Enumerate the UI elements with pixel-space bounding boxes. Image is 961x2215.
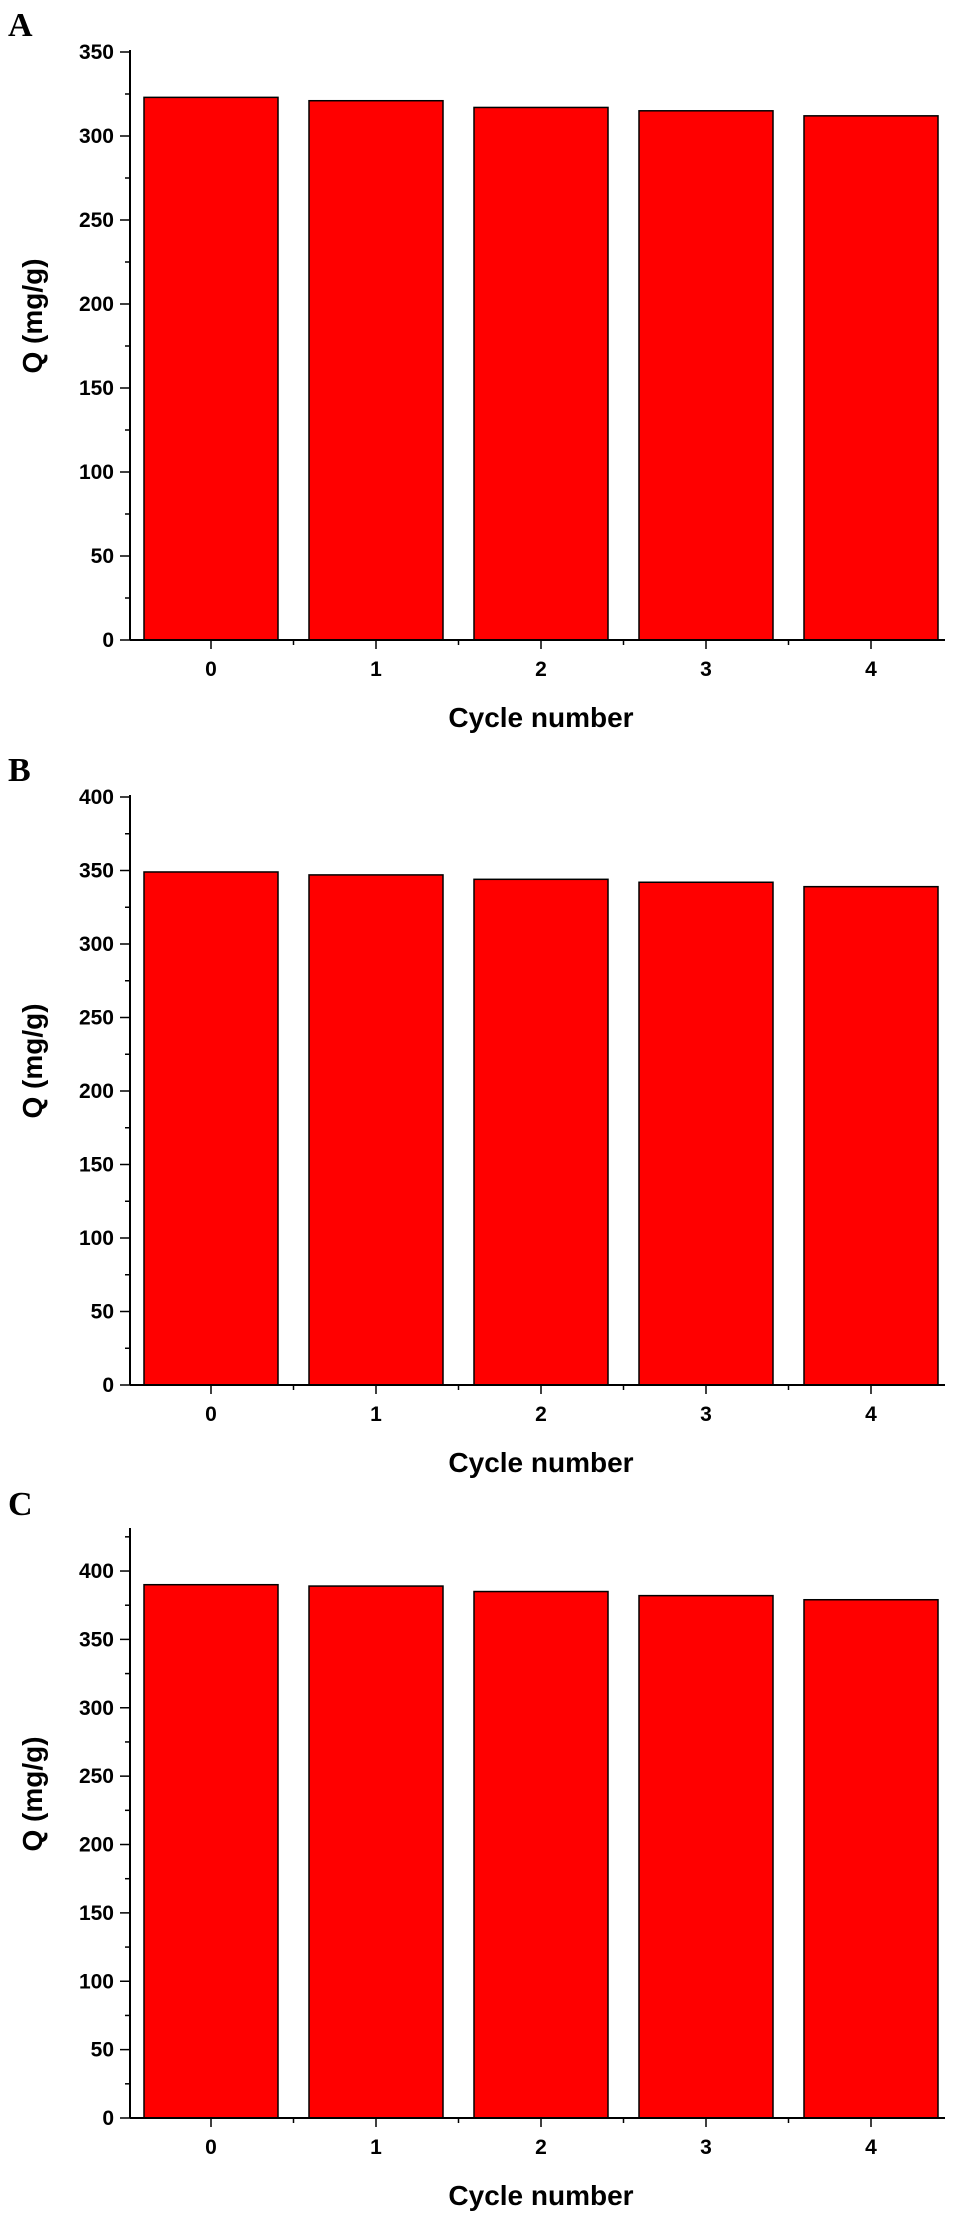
bar-3 bbox=[638, 881, 774, 1386]
y-tick-label: 150 bbox=[79, 1902, 114, 1925]
bar-0 bbox=[143, 96, 279, 641]
x-axis-title: Cycle number bbox=[448, 702, 633, 733]
bar-2 bbox=[473, 106, 609, 641]
y-axis-title: Q (mg/g) bbox=[17, 1003, 48, 1118]
x-tick-label: 4 bbox=[865, 658, 877, 681]
x-tick-label: 3 bbox=[700, 658, 712, 681]
y-tick-label: 350 bbox=[79, 860, 114, 883]
y-tick-label: 250 bbox=[79, 1007, 114, 1030]
y-tick-label: 200 bbox=[79, 1834, 114, 1857]
y-tick-label: 50 bbox=[91, 2039, 114, 2062]
chart-panel-a: A 0 50 100 150 200 250 300 350 0 1 2 3 4 Cycle number Q… bbox=[8, 7, 945, 733]
x-tick-label: 0 bbox=[205, 2136, 217, 2159]
x-axis-title: Cycle number bbox=[448, 2180, 633, 2211]
bar-3 bbox=[638, 1594, 774, 2119]
chart-panel-b: B 0 50 100 150 200 250 300 350 400 0 1 2 3 4 Cycle numb… bbox=[8, 752, 945, 1478]
y-tick-label: 300 bbox=[79, 125, 114, 148]
x-tick-label: 1 bbox=[370, 658, 382, 681]
x-tick-label: 1 bbox=[370, 2136, 382, 2159]
x-tick-label: 0 bbox=[205, 658, 217, 681]
y-tick-label: 0 bbox=[102, 2107, 114, 2130]
y-tick-label: 300 bbox=[79, 1697, 114, 1720]
y-tick-label: 100 bbox=[79, 461, 114, 484]
y-axis-title: Q (mg/g) bbox=[17, 258, 48, 373]
y-tick-label: 350 bbox=[79, 41, 114, 64]
y-tick-label: 350 bbox=[79, 1628, 114, 1651]
bar-2 bbox=[473, 1590, 609, 2119]
x-tick-label: 4 bbox=[865, 1403, 877, 1426]
panel-letter: B bbox=[8, 752, 31, 789]
y-tick-label: 200 bbox=[79, 1080, 114, 1103]
x-tick-label: 0 bbox=[205, 1403, 217, 1426]
bar-2 bbox=[473, 878, 609, 1386]
x-tick-label: 3 bbox=[700, 2136, 712, 2159]
y-tick-label: 250 bbox=[79, 1765, 114, 1788]
x-tick-label: 3 bbox=[700, 1403, 712, 1426]
bar-0 bbox=[143, 1583, 279, 2119]
chart-panel-c: C 0 50 100 150 200 250 300 350 400 0 1 2 3 4 Cycle numb… bbox=[8, 1486, 945, 2211]
x-axis-title: Cycle number bbox=[448, 1447, 633, 1478]
bar-4 bbox=[803, 115, 939, 641]
y-tick-label: 50 bbox=[91, 545, 114, 568]
x-tick-label: 4 bbox=[865, 2136, 877, 2159]
panel-letter: C bbox=[8, 1486, 33, 1523]
y-tick-label: 150 bbox=[79, 377, 114, 400]
y-tick-label: 200 bbox=[79, 293, 114, 316]
x-tick-label: 2 bbox=[535, 1403, 547, 1426]
y-tick-label: 300 bbox=[79, 933, 114, 956]
y-tick-label: 0 bbox=[102, 629, 114, 652]
y-tick-label: 400 bbox=[79, 786, 114, 809]
y-tick-label: 100 bbox=[79, 1970, 114, 1993]
y-tick-label: 250 bbox=[79, 209, 114, 232]
bar-1 bbox=[308, 1585, 444, 2119]
bar-3 bbox=[638, 110, 774, 641]
x-tick-label: 1 bbox=[370, 1403, 382, 1426]
y-tick-label: 100 bbox=[79, 1227, 114, 1250]
y-tick-label: 50 bbox=[91, 1301, 114, 1324]
bar-4 bbox=[803, 885, 939, 1386]
panel-letter: A bbox=[8, 7, 33, 44]
bar-0 bbox=[143, 871, 279, 1386]
y-axis-title: Q (mg/g) bbox=[17, 1736, 48, 1851]
y-tick-label: 400 bbox=[79, 1560, 114, 1583]
x-tick-label: 2 bbox=[535, 658, 547, 681]
bar-4 bbox=[803, 1598, 939, 2119]
bar-1 bbox=[308, 99, 444, 641]
y-tick-label: 0 bbox=[102, 1374, 114, 1397]
bar-1 bbox=[308, 874, 444, 1386]
y-tick-label: 150 bbox=[79, 1154, 114, 1177]
x-tick-label: 2 bbox=[535, 2136, 547, 2159]
